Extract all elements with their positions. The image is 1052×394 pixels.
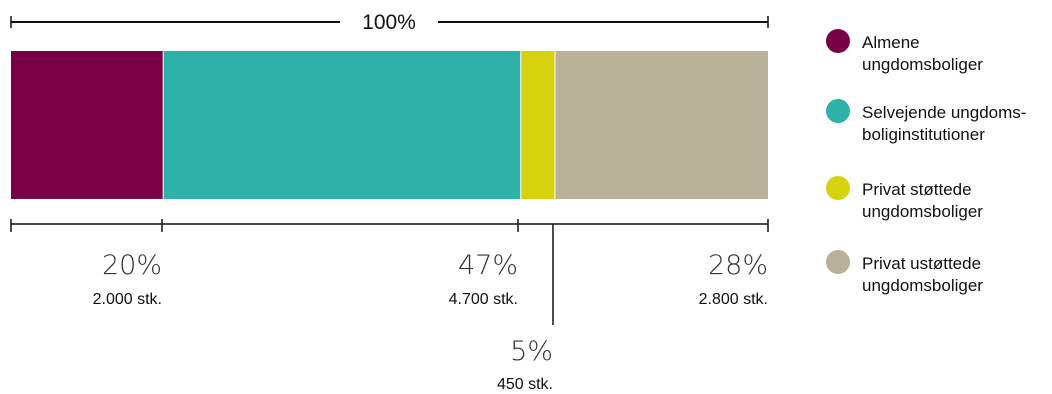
legend-label-privat-stottede-line1: Privat støttede [862, 180, 972, 199]
legend-label-almene-line1: Almene [862, 33, 920, 52]
total-label: 100% [362, 11, 416, 34]
legend-label-selvejende-line2: boliginstitutioner [862, 125, 985, 144]
bar-segments [11, 51, 768, 199]
legend-label-privat-ustottede-line1: Privat ustøttede [862, 254, 981, 273]
percent-label-almene: 20% [102, 250, 162, 281]
legend-swatch-selvejende [826, 99, 850, 123]
legend-item-almene: Almene ungdomsboliger [826, 29, 983, 74]
legend-item-selvejende: Selvejende ungdoms- boliginstitutioner [826, 99, 1026, 144]
bar-segment-3 [520, 51, 555, 199]
legend-item-privat-ustottede: Privat ustøttede ungdomsboliger [826, 250, 983, 295]
legend-label-privat-stottede-line2: ungdomsboliger [862, 202, 983, 221]
legend-swatch-almene [826, 29, 850, 53]
legend-label-almene-line2: ungdomsboliger [862, 55, 983, 74]
percent-label-privat-ustottede: 28% [708, 250, 768, 281]
legend-item-privat-stottede: Privat støttede ungdomsboliger [826, 176, 983, 221]
count-label-privat-ustottede: 2.800 stk. [699, 291, 768, 308]
legend-swatch-privat-ustottede [826, 250, 850, 274]
legend: Almene ungdomsboliger Selvejende ungdoms… [826, 29, 1026, 295]
bar-segment-4 [554, 51, 768, 199]
count-label-privat-stottede: 450 stk. [497, 376, 553, 393]
legend-label-privat-ustottede-line2: ungdomsboliger [862, 276, 983, 295]
value-labels: 20% 2.000 stk. 47% 4.700 stk. 5% 450 stk… [93, 250, 768, 393]
count-label-almene: 2.000 stk. [93, 291, 162, 308]
bar-segment-2 [163, 51, 521, 199]
count-label-selvejende: 4.700 stk. [449, 291, 518, 308]
bar-segment-1 [11, 51, 164, 199]
total-bracket: 100% [10, 11, 769, 34]
legend-swatch-privat-stottede [826, 176, 850, 200]
bottom-axis [10, 219, 769, 325]
legend-label-selvejende-line1: Selvejende ungdoms- [862, 103, 1026, 122]
percent-label-privat-stottede: 5% [510, 336, 553, 367]
percent-label-selvejende: 47% [458, 250, 518, 281]
